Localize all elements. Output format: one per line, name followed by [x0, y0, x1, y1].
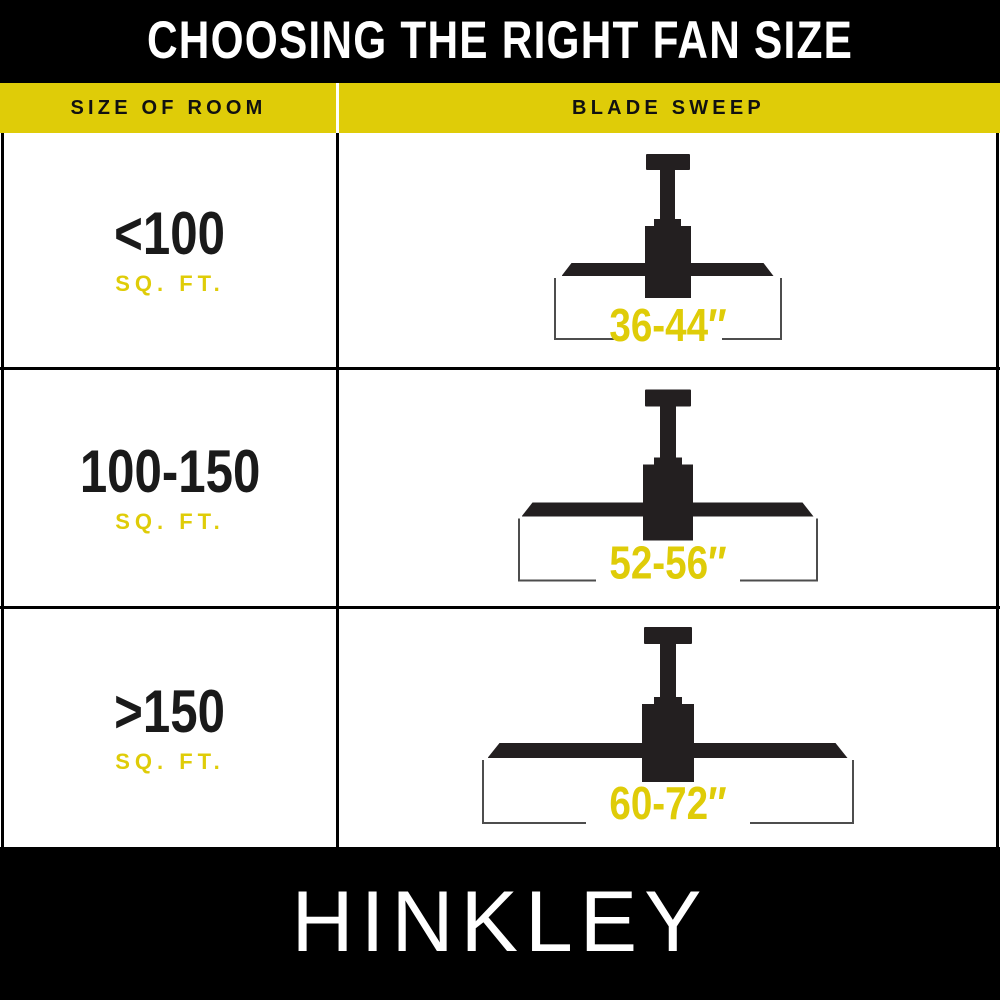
- title-bar: CHOOSING THE RIGHT FAN SIZE: [0, 0, 1000, 83]
- fan-blade-right-icon: [690, 503, 814, 517]
- fan-blade-left-icon: [521, 502, 646, 517]
- room-size-unit: SQ. FT.: [115, 509, 225, 534]
- size-of-room-cell: <100 SQ. FT.: [4, 133, 336, 367]
- fan-collar-icon: [653, 457, 682, 467]
- table-row: >150 SQ. FT. 60-: [0, 609, 1000, 847]
- dimension-bracket: [553, 278, 782, 340]
- blade-sweep-value: 60-72″: [608, 777, 727, 829]
- room-size-value: >150: [114, 678, 226, 745]
- fan-motor-housing-icon: [641, 704, 694, 782]
- fan-canopy-icon: [645, 154, 690, 170]
- room-size-value: <100: [114, 200, 226, 267]
- fan-blade-right-icon: [688, 263, 774, 276]
- page-title: CHOOSING THE RIGHT FAN SIZE: [146, 11, 854, 70]
- fan-diagram: 60-72″: [468, 623, 868, 833]
- dimension-bracket: [517, 518, 818, 582]
- table-column-divider: [336, 133, 339, 847]
- fan-blade-right-icon: [691, 743, 848, 758]
- table-header-band: SIZE OF ROOM BLADE SWEEP: [0, 83, 1000, 133]
- fan-collar-icon: [653, 219, 681, 228]
- size-of-room-cell: 100-150 SQ. FT.: [4, 370, 336, 606]
- size-of-room-cell: >150 SQ. FT.: [4, 609, 336, 847]
- comparison-table: [0, 133, 1000, 847]
- fan-canopy-icon: [643, 627, 692, 644]
- blade-sweep-cell: 52-56″: [339, 370, 996, 606]
- column-header-size-of-room: SIZE OF ROOM: [70, 97, 267, 119]
- blade-sweep-cell: 60-72″: [339, 609, 996, 847]
- fan-downrod-icon: [659, 170, 675, 226]
- column-header-blade-sweep: BLADE SWEEP: [572, 97, 765, 119]
- table-row: <100 SQ. FT.: [0, 133, 1000, 367]
- room-size-value: 100-150: [79, 438, 261, 505]
- fan-motor-housing-icon: [644, 226, 691, 298]
- table-row-divider: [0, 606, 1000, 609]
- fan-diagram: 36-44″: [538, 150, 798, 350]
- table-row-divider: [0, 367, 1000, 370]
- fan-downrod-icon: [659, 644, 676, 704]
- dimension-bracket: [481, 760, 854, 824]
- brand-bar: HINKLEY: [0, 847, 1000, 1000]
- table-border-right: [996, 133, 999, 847]
- fan-motor-housing-icon: [642, 464, 693, 541]
- brand-logo: HINKLEY: [291, 874, 709, 970]
- fan-collar-icon: [653, 697, 682, 706]
- fan-blade-left-icon: [487, 743, 645, 758]
- blade-sweep-value: 36-44″: [608, 299, 727, 351]
- table-border-left: [1, 133, 4, 847]
- blade-sweep-cell: 36-44″: [339, 133, 996, 367]
- room-size-unit: SQ. FT.: [115, 271, 225, 296]
- table-row: 100-150 SQ. FT.: [0, 370, 1000, 606]
- fan-downrod-icon: [659, 406, 676, 465]
- fan-canopy-icon: [644, 389, 691, 407]
- fan-blade-left-icon: [561, 263, 648, 276]
- blade-sweep-value: 52-56″: [608, 536, 727, 589]
- header-column-divider: [336, 83, 339, 133]
- room-size-unit: SQ. FT.: [115, 749, 225, 774]
- fan-diagram: 52-56″: [503, 386, 833, 591]
